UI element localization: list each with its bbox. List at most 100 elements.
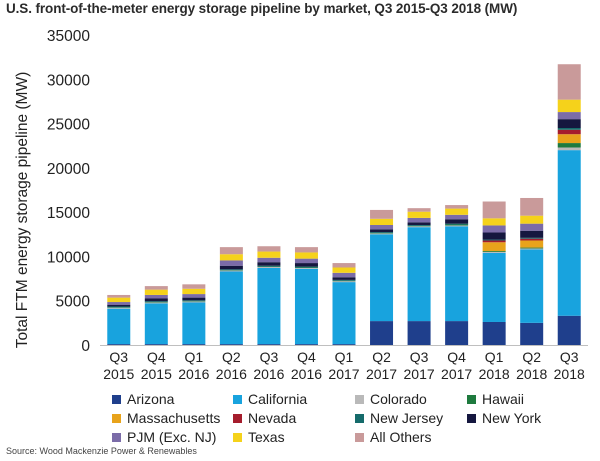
bar-segment <box>482 251 506 252</box>
x-tick-label: Q3 <box>410 349 429 365</box>
bar-segment <box>370 224 394 230</box>
bar-segment <box>482 252 506 253</box>
legend-item: New Jersey <box>355 410 443 426</box>
y-tick-label: 20000 <box>47 161 90 178</box>
x-tick-label: Q2 <box>222 349 241 365</box>
legend-item: Colorado <box>355 391 427 407</box>
bar-segment <box>445 225 469 227</box>
legend-swatch <box>112 413 121 423</box>
bar-segment <box>182 288 206 295</box>
bar-segment <box>557 128 581 130</box>
x-tick-label: Q3 <box>260 349 279 365</box>
legend-label: All Others <box>370 429 432 445</box>
bar-segment <box>257 267 281 268</box>
bar-segment <box>294 252 318 259</box>
bar-segment <box>407 211 431 218</box>
bar-segment <box>520 223 544 231</box>
bar-segment <box>482 225 506 233</box>
bar-segment <box>332 344 356 345</box>
bar-segment <box>557 147 581 151</box>
bar-segment <box>144 298 168 302</box>
bar-segment <box>107 344 131 345</box>
bar-segment <box>520 237 544 239</box>
x-tick-label: Q3 <box>109 349 128 365</box>
legend-swatch <box>233 413 242 423</box>
bar-segment <box>482 232 506 240</box>
bar-segment <box>332 282 356 345</box>
bar-segment <box>482 252 506 322</box>
bar-segment <box>219 271 243 345</box>
legend-item: Arizona <box>112 391 174 407</box>
bar-segment <box>257 265 281 267</box>
x-tick-label: Q1 <box>485 349 504 365</box>
x-tick-label: Q2 <box>372 349 391 365</box>
bar-segment <box>257 251 281 258</box>
bar-segment <box>144 286 168 290</box>
legend-swatch <box>112 394 121 404</box>
x-tick-label: 2018 <box>479 366 510 382</box>
bar-segment <box>219 344 243 345</box>
bar-segment <box>144 289 168 295</box>
legend-swatch <box>467 394 476 404</box>
y-tick-label: 25000 <box>47 117 90 134</box>
bar-segment <box>219 270 243 272</box>
x-tick-label: Q1 <box>335 349 354 365</box>
bar-segment <box>445 205 469 209</box>
y-tick-label: 5000 <box>56 294 91 311</box>
x-tick-label: 2017 <box>328 366 359 382</box>
bar-segment <box>257 257 281 263</box>
bar-segment <box>557 315 581 345</box>
x-tick-label: Q4 <box>147 349 166 365</box>
legend-label: Texas <box>248 429 285 445</box>
bar-segment <box>445 223 469 225</box>
y-tick-label: 35000 <box>47 28 90 45</box>
x-tick-label: Q1 <box>185 349 204 365</box>
bar-segment <box>294 344 318 345</box>
y-tick-label: 10000 <box>47 249 90 266</box>
bar-segment <box>294 268 318 345</box>
bar-segment <box>257 344 281 345</box>
x-tick-label: 2016 <box>253 366 284 382</box>
x-tick-label: 2015 <box>141 366 172 382</box>
x-tick-label: 2017 <box>441 366 472 382</box>
legend-label: New Jersey <box>370 410 444 426</box>
bar-segment <box>219 269 243 271</box>
y-tick-label: 30000 <box>47 72 90 89</box>
bar-stacks <box>107 64 581 345</box>
y-tick-label: 0 <box>81 338 90 355</box>
legend-item: All Others <box>355 429 431 445</box>
legend-label: Massachusetts <box>127 410 221 426</box>
x-tick-label: 2017 <box>366 366 397 382</box>
x-tick-label: Q3 <box>560 349 579 365</box>
bar-segment <box>482 218 506 226</box>
bar-segment <box>332 272 356 278</box>
x-tick-label: 2016 <box>216 366 247 382</box>
x-tick-label: 2016 <box>291 366 322 382</box>
bar-segment <box>257 267 281 345</box>
bar-segment <box>482 242 506 252</box>
bar-segment <box>182 294 206 298</box>
bar-segment <box>482 240 506 243</box>
bar-segment <box>182 284 206 289</box>
bar-segment <box>182 301 206 303</box>
bar-segment <box>520 248 544 250</box>
legend-label: PJM (Exc. NJ) <box>127 429 217 445</box>
x-tick-label: 2016 <box>178 366 209 382</box>
bar-segment <box>557 99 581 113</box>
bar-segment <box>557 143 581 148</box>
bar-segment <box>144 302 168 304</box>
bar-segment <box>557 134 581 144</box>
bar-segment <box>182 302 206 345</box>
source-note: Source: Wood Mackenzie Power & Renewable… <box>6 446 197 456</box>
bar-segment <box>332 267 356 273</box>
legend-label: Arizona <box>127 391 175 407</box>
legend-item: New York <box>467 410 541 426</box>
bar-segment <box>407 208 431 212</box>
bar-segment <box>445 226 469 322</box>
bar-segment <box>144 301 168 303</box>
bar-segment <box>557 129 581 135</box>
legend-swatch <box>355 432 364 442</box>
bar-segment <box>219 260 243 266</box>
y-axis-ticks: 0 5000 10000 15000 20000 25000 30000 35000 <box>47 28 90 355</box>
bar-segment <box>294 267 318 269</box>
